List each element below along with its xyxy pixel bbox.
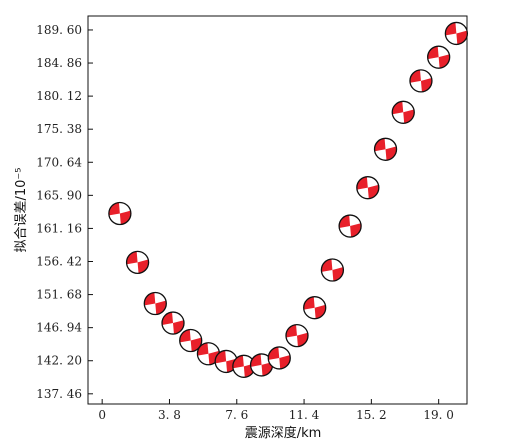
x-tick-label: 15. 2 bbox=[356, 408, 387, 422]
y-tick-label: 151. 68 bbox=[36, 288, 82, 302]
beachball-point bbox=[427, 45, 451, 69]
beachball-point bbox=[285, 323, 309, 348]
beachball-point bbox=[267, 346, 291, 370]
y-axis-title: 拟合误差/10⁻⁵ bbox=[14, 168, 29, 253]
beachball-point bbox=[125, 250, 150, 274]
beachball-point bbox=[143, 291, 167, 316]
y-tick-label: 184. 86 bbox=[36, 56, 82, 70]
plot-frame bbox=[87, 15, 468, 405]
beachball-point bbox=[338, 214, 362, 238]
x-axis-ticks: 0 3. 8 7. 6 11. 4 15. 2 19. 0 bbox=[98, 399, 454, 422]
beachball-point bbox=[196, 342, 221, 366]
beachball-point bbox=[303, 296, 327, 320]
x-tick-label: 19. 0 bbox=[423, 408, 454, 422]
y-tick-label: 175. 38 bbox=[36, 122, 82, 136]
y-tick-label: 161. 16 bbox=[36, 221, 82, 235]
y-tick-label: 165. 90 bbox=[36, 188, 82, 202]
beachball-point bbox=[444, 21, 469, 46]
y-tick-label: 142. 20 bbox=[36, 354, 82, 368]
y-tick-label: 180. 12 bbox=[36, 89, 82, 103]
x-tick-label: 3. 8 bbox=[158, 408, 181, 422]
x-axis-title: 震源深度/km bbox=[245, 425, 322, 441]
beachball-point bbox=[409, 69, 433, 93]
x-tick-label: 11. 4 bbox=[289, 408, 320, 422]
y-axis-ticks: 137. 46 142. 20 146. 94 151. 68 156. 42 161. … bbox=[36, 23, 93, 401]
beachball-point bbox=[179, 328, 203, 353]
y-tick-label: 146. 94 bbox=[36, 321, 82, 335]
data-points bbox=[108, 21, 469, 378]
beachball-point bbox=[161, 311, 185, 335]
y-tick-label: 156. 42 bbox=[36, 255, 82, 269]
y-tick-label: 170. 64 bbox=[36, 155, 82, 169]
y-tick-label: 137. 46 bbox=[36, 387, 82, 401]
x-tick-label: 7. 6 bbox=[225, 408, 248, 422]
x-tick-label: 0 bbox=[98, 408, 106, 422]
beachball-point bbox=[391, 100, 415, 124]
beachball-point bbox=[356, 176, 380, 200]
y-tick-label: 189. 60 bbox=[36, 23, 82, 37]
beachball-point bbox=[232, 354, 256, 378]
beachball-point bbox=[108, 201, 132, 226]
beachball-point bbox=[320, 258, 345, 282]
beachball-point bbox=[373, 137, 398, 161]
